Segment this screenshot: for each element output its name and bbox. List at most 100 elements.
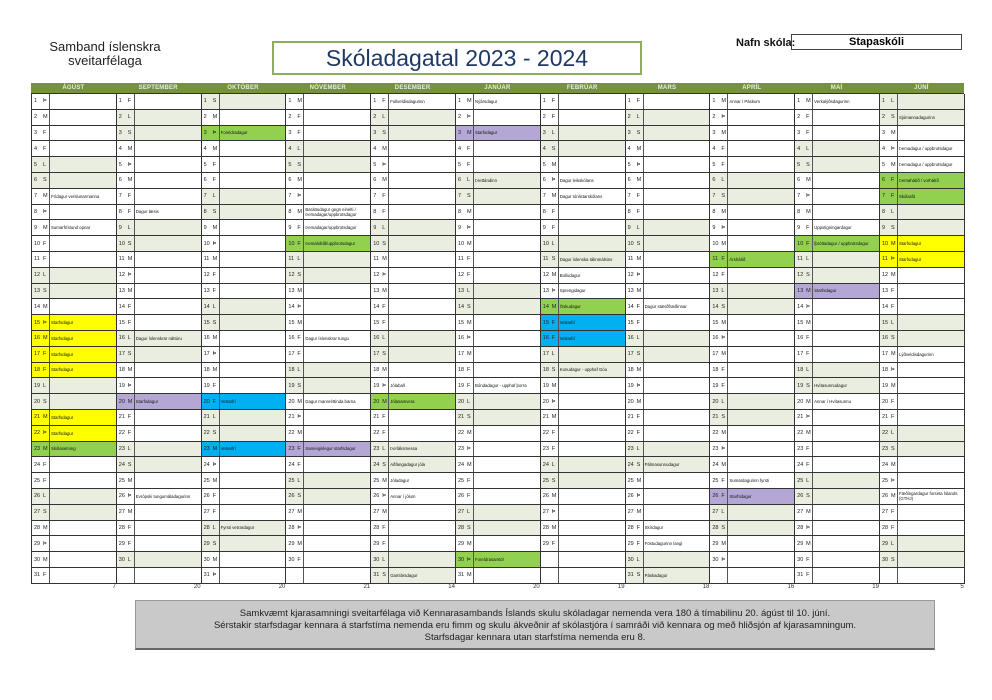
day-row[interactable]: 9 M Sumarfrístund opnar [32,220,116,237]
day-row[interactable] [116,567,201,584]
day-row[interactable]: 27 M [625,504,710,521]
day-row[interactable]: 13 Þ Sprengidagur [540,283,625,300]
day-row[interactable]: 28 F [116,520,201,537]
day-row[interactable]: 14 L [201,299,286,316]
day-row[interactable]: 18 M [625,362,710,379]
day-row[interactable]: 30 F [286,552,371,568]
day-row[interactable]: 26 S [795,488,879,505]
day-row[interactable]: 12 S [286,267,371,284]
day-row[interactable]: 27 M [795,504,879,521]
day-row[interactable]: 19 S [286,378,371,395]
day-row[interactable]: 30 L [625,552,710,568]
day-row[interactable]: 22 M [710,425,795,442]
day-row[interactable]: 13 M Starfsdagur [795,283,879,300]
day-row[interactable]: 20 M Starfsdagur [116,394,201,410]
day-row[interactable]: 15 F [116,315,201,331]
day-row[interactable]: 30 L [116,552,201,568]
day-row[interactable]: 13 L [455,283,540,300]
day-row[interactable]: 16 F Dagur íslenskrar tungu [286,330,371,347]
day-row[interactable]: 22 M [286,425,371,442]
day-row[interactable]: 28 S [710,520,795,537]
day-row[interactable]: 10 F [32,236,116,252]
day-row[interactable]: 10 F Íþróttadagur / uppbrotsdagur [795,236,879,252]
day-row[interactable]: 15 F Vetrarfrí [540,315,625,331]
day-row[interactable]: 22 F [540,425,625,442]
day-row[interactable]: 19 Þ [116,378,201,395]
day-row[interactable]: 25 M [625,473,710,489]
day-row[interactable]: 16 S [879,330,964,347]
day-row[interactable]: 24 M [455,457,540,474]
day-row[interactable]: 25 L [286,473,371,489]
day-row[interactable]: 3 M Starfsdagur [455,125,540,142]
day-row[interactable]: 10 M [710,236,795,252]
day-row[interactable]: 23 F [540,441,625,458]
day-row[interactable]: 10 Þ [201,236,286,252]
day-row[interactable]: 4 Þ Þemadagur / uppbrotsdagur [879,141,964,158]
day-row[interactable]: 6 Þ Dagur leikskólans [540,172,625,189]
day-row[interactable]: 12 F [710,267,795,284]
day-row[interactable]: 23 Þ [710,441,795,458]
day-row[interactable]: 25 F [455,473,540,489]
day-row[interactable]: 1 M Verkalýðsdagurinn [795,94,879,110]
day-row[interactable]: 20 F Vetrarfrí [201,394,286,410]
day-row[interactable]: 14 S [455,299,540,316]
day-row[interactable]: 12 M [879,267,964,284]
day-row[interactable]: 16 F [795,330,879,347]
day-row[interactable]: 17 F [286,346,371,363]
day-row[interactable]: 18 M [371,362,455,379]
day-row[interactable]: 23 F Sameiginlegur starfsdagur [286,441,371,458]
day-row[interactable]: 27 L [455,504,540,521]
day-row[interactable]: 8 F Dagur læsis [116,204,201,221]
day-row[interactable] [540,552,625,568]
day-row[interactable]: 14 M [32,299,116,316]
day-row[interactable]: 16 L [371,330,455,347]
day-row[interactable]: 27 F [201,504,286,521]
day-row[interactable]: 23 L Þorláksmessa [371,441,455,458]
day-row[interactable]: 25 F [32,473,116,489]
day-row[interactable]: 25 S [540,473,625,489]
day-row[interactable]: 18 F Starfsdagur [32,362,116,379]
day-row[interactable]: 29 F [540,536,625,553]
day-row[interactable]: 25 Þ [879,473,964,489]
day-row[interactable]: 30 M [201,552,286,568]
day-row[interactable] [879,567,964,584]
day-row[interactable]: 18 M [201,362,286,379]
day-row[interactable]: 22 M [795,425,879,442]
day-row[interactable]: 19 M [879,378,964,395]
day-row[interactable]: 15 L [879,315,964,331]
day-row[interactable]: 26 M Fæðingardagur forseta Íslands (GTHJ) [879,488,964,505]
day-row[interactable]: 11 F [455,251,540,268]
day-row[interactable]: 13 F [879,283,964,300]
day-row[interactable]: 9 F Uppstigningardagur [795,220,879,237]
day-row[interactable]: 17 M [710,346,795,363]
day-row[interactable]: 14 Þ [795,299,879,316]
day-row[interactable]: 27 Þ [540,504,625,521]
day-row[interactable]: 18 L [795,362,879,379]
day-row[interactable]: 26 M [540,488,625,505]
day-row[interactable]: 25 M Jóladagur [371,473,455,489]
day-row[interactable]: 12 Þ [625,267,710,284]
day-row[interactable]: 15 M [795,315,879,331]
day-row[interactable]: 10 L [540,236,625,252]
day-row[interactable]: 12 Þ [371,267,455,284]
day-row[interactable]: 15 M [710,315,795,331]
day-row[interactable]: 11 M [371,251,455,268]
